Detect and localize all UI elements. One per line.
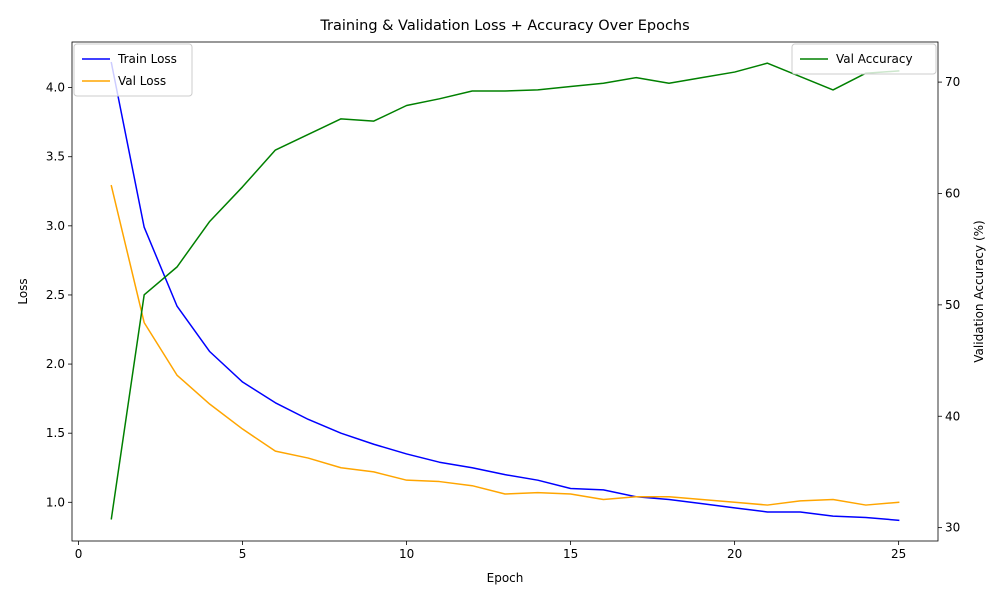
y2-tick-label: 40 bbox=[945, 409, 960, 423]
y2-tick-label: 60 bbox=[945, 186, 960, 200]
series-line-val-accuracy bbox=[110, 62, 900, 520]
axes-layer: 0 5 10 15 20 25 1.0 1.5 2.0 2.5 3.0 3.5 4.0 30 40 50 60 7… bbox=[46, 41, 960, 561]
legend-left-box bbox=[73, 43, 193, 97]
legend-label-val-loss: Val Loss bbox=[118, 74, 166, 88]
x-axis-label: Epoch bbox=[487, 571, 524, 585]
legend-label-val-accuracy: Val Accuracy bbox=[836, 52, 913, 66]
x-tick-label: 0 bbox=[75, 547, 83, 561]
y2-tick-label: 70 bbox=[945, 75, 960, 89]
y2-tick-label: 50 bbox=[945, 298, 960, 312]
legend-layer: Train Loss Val Loss Val Accuracy bbox=[73, 43, 937, 97]
x-tick-label: 25 bbox=[891, 547, 906, 561]
x-tick-label: 15 bbox=[563, 547, 578, 561]
y2-axis-label: Validation Accuracy (%) bbox=[972, 220, 986, 362]
y-tick-label: 3.0 bbox=[46, 219, 65, 233]
y-tick-label: 1.5 bbox=[46, 426, 65, 440]
y-tick-label: 4.0 bbox=[46, 81, 65, 95]
x-tick-label: 10 bbox=[399, 547, 414, 561]
y-tick-label: 2.0 bbox=[46, 357, 65, 371]
series-line-val-loss bbox=[110, 184, 900, 506]
series-line-train-loss bbox=[110, 61, 900, 522]
y-tick-label: 2.5 bbox=[46, 288, 65, 302]
legend-right-box bbox=[791, 43, 937, 75]
x-tick-label: 5 bbox=[239, 547, 247, 561]
x-tick-label: 20 bbox=[727, 547, 742, 561]
series-layer bbox=[110, 61, 900, 522]
chart-title: Training & Validation Loss + Accuracy Ov… bbox=[319, 18, 689, 34]
y2-tick-label: 30 bbox=[945, 521, 960, 535]
y-tick-label: 3.5 bbox=[46, 150, 65, 164]
legend-label-train-loss: Train Loss bbox=[117, 52, 177, 66]
y-axis-label: Loss bbox=[16, 278, 30, 304]
y-tick-label: 1.0 bbox=[46, 495, 65, 509]
plot-frame bbox=[71, 41, 939, 542]
